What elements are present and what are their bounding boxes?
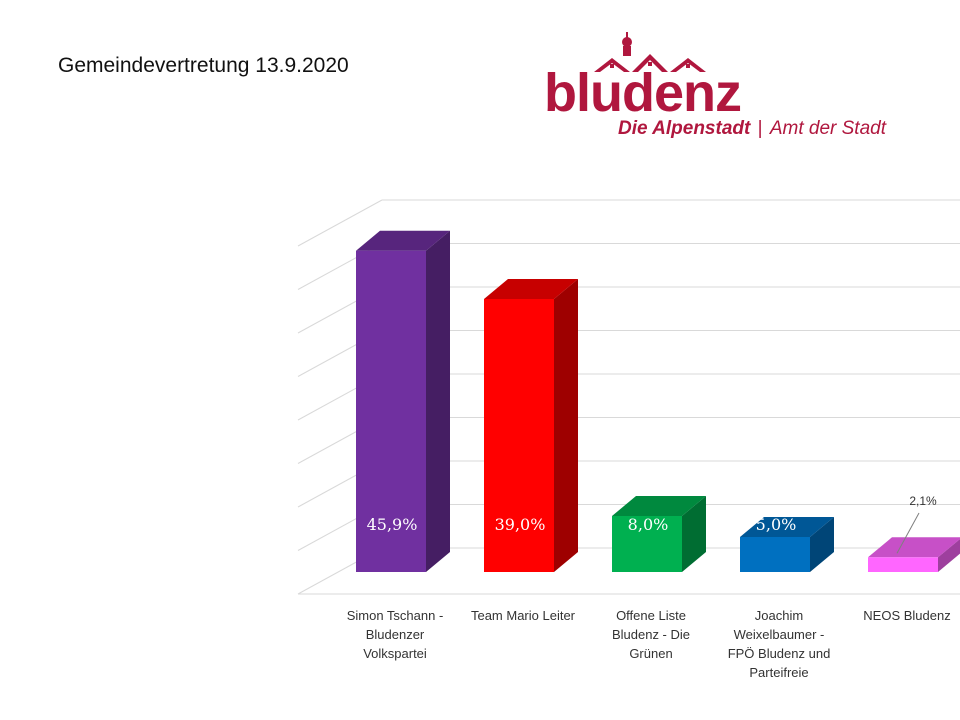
bar-front xyxy=(740,537,810,572)
category-label: Simon Tschann - Bludenzer Volkspartei xyxy=(346,608,444,661)
bar-top xyxy=(612,496,706,516)
gridline-side xyxy=(297,199,383,247)
data-label: 5,0% xyxy=(756,515,797,534)
category-label: Offene Liste Bludenz - Die Grünen xyxy=(611,608,691,661)
page-title: Gemeindevertretung 13.9.2020 xyxy=(58,54,349,77)
bar xyxy=(356,230,450,572)
bar-front xyxy=(484,299,554,572)
bar xyxy=(612,496,706,572)
chart-grid xyxy=(297,199,960,595)
data-label: 8,0% xyxy=(628,515,669,534)
category-label: Team Mario Leiter xyxy=(470,608,576,623)
bar-top xyxy=(740,517,834,537)
data-label: 39,0% xyxy=(495,515,546,534)
category-label: NEOS Bludenz xyxy=(863,608,951,623)
bar-front xyxy=(612,516,682,572)
category-label: Joachim Weixelbaumer - FPÖ Bludenz und P… xyxy=(727,608,831,680)
bar xyxy=(740,517,834,572)
bar-side xyxy=(682,496,706,572)
logo-office: Amt der Stadt xyxy=(769,118,886,139)
bar-side xyxy=(810,517,834,572)
bar-side xyxy=(554,279,578,572)
bar-side xyxy=(938,538,960,572)
bar-top xyxy=(868,537,960,558)
leader-line xyxy=(896,512,920,554)
chart-bars xyxy=(356,230,960,572)
logo-subtitle: Die Alpenstadt | Amt der Stadt xyxy=(618,118,886,140)
bludenz-logo: bludenz Die Alpenstadt | Amt der Stadt xyxy=(540,28,886,146)
bar xyxy=(868,537,960,572)
bar-front xyxy=(356,250,426,572)
data-label: 2,1% xyxy=(909,494,937,508)
town-skyline-icon xyxy=(594,32,706,72)
bar xyxy=(484,279,578,572)
logo-separator: | xyxy=(757,118,763,139)
logo-wordmark: bludenz xyxy=(544,63,742,123)
chart-data-labels: 45,9% 39,0% 8,0% 5,0% 2,1% xyxy=(367,494,937,554)
data-label: 45,9% xyxy=(367,515,418,534)
logo-tagline: Die Alpenstadt xyxy=(618,118,751,139)
bar-top xyxy=(484,279,578,299)
bar-top xyxy=(356,230,450,251)
bar-side xyxy=(426,230,450,572)
bar-front xyxy=(868,557,938,572)
